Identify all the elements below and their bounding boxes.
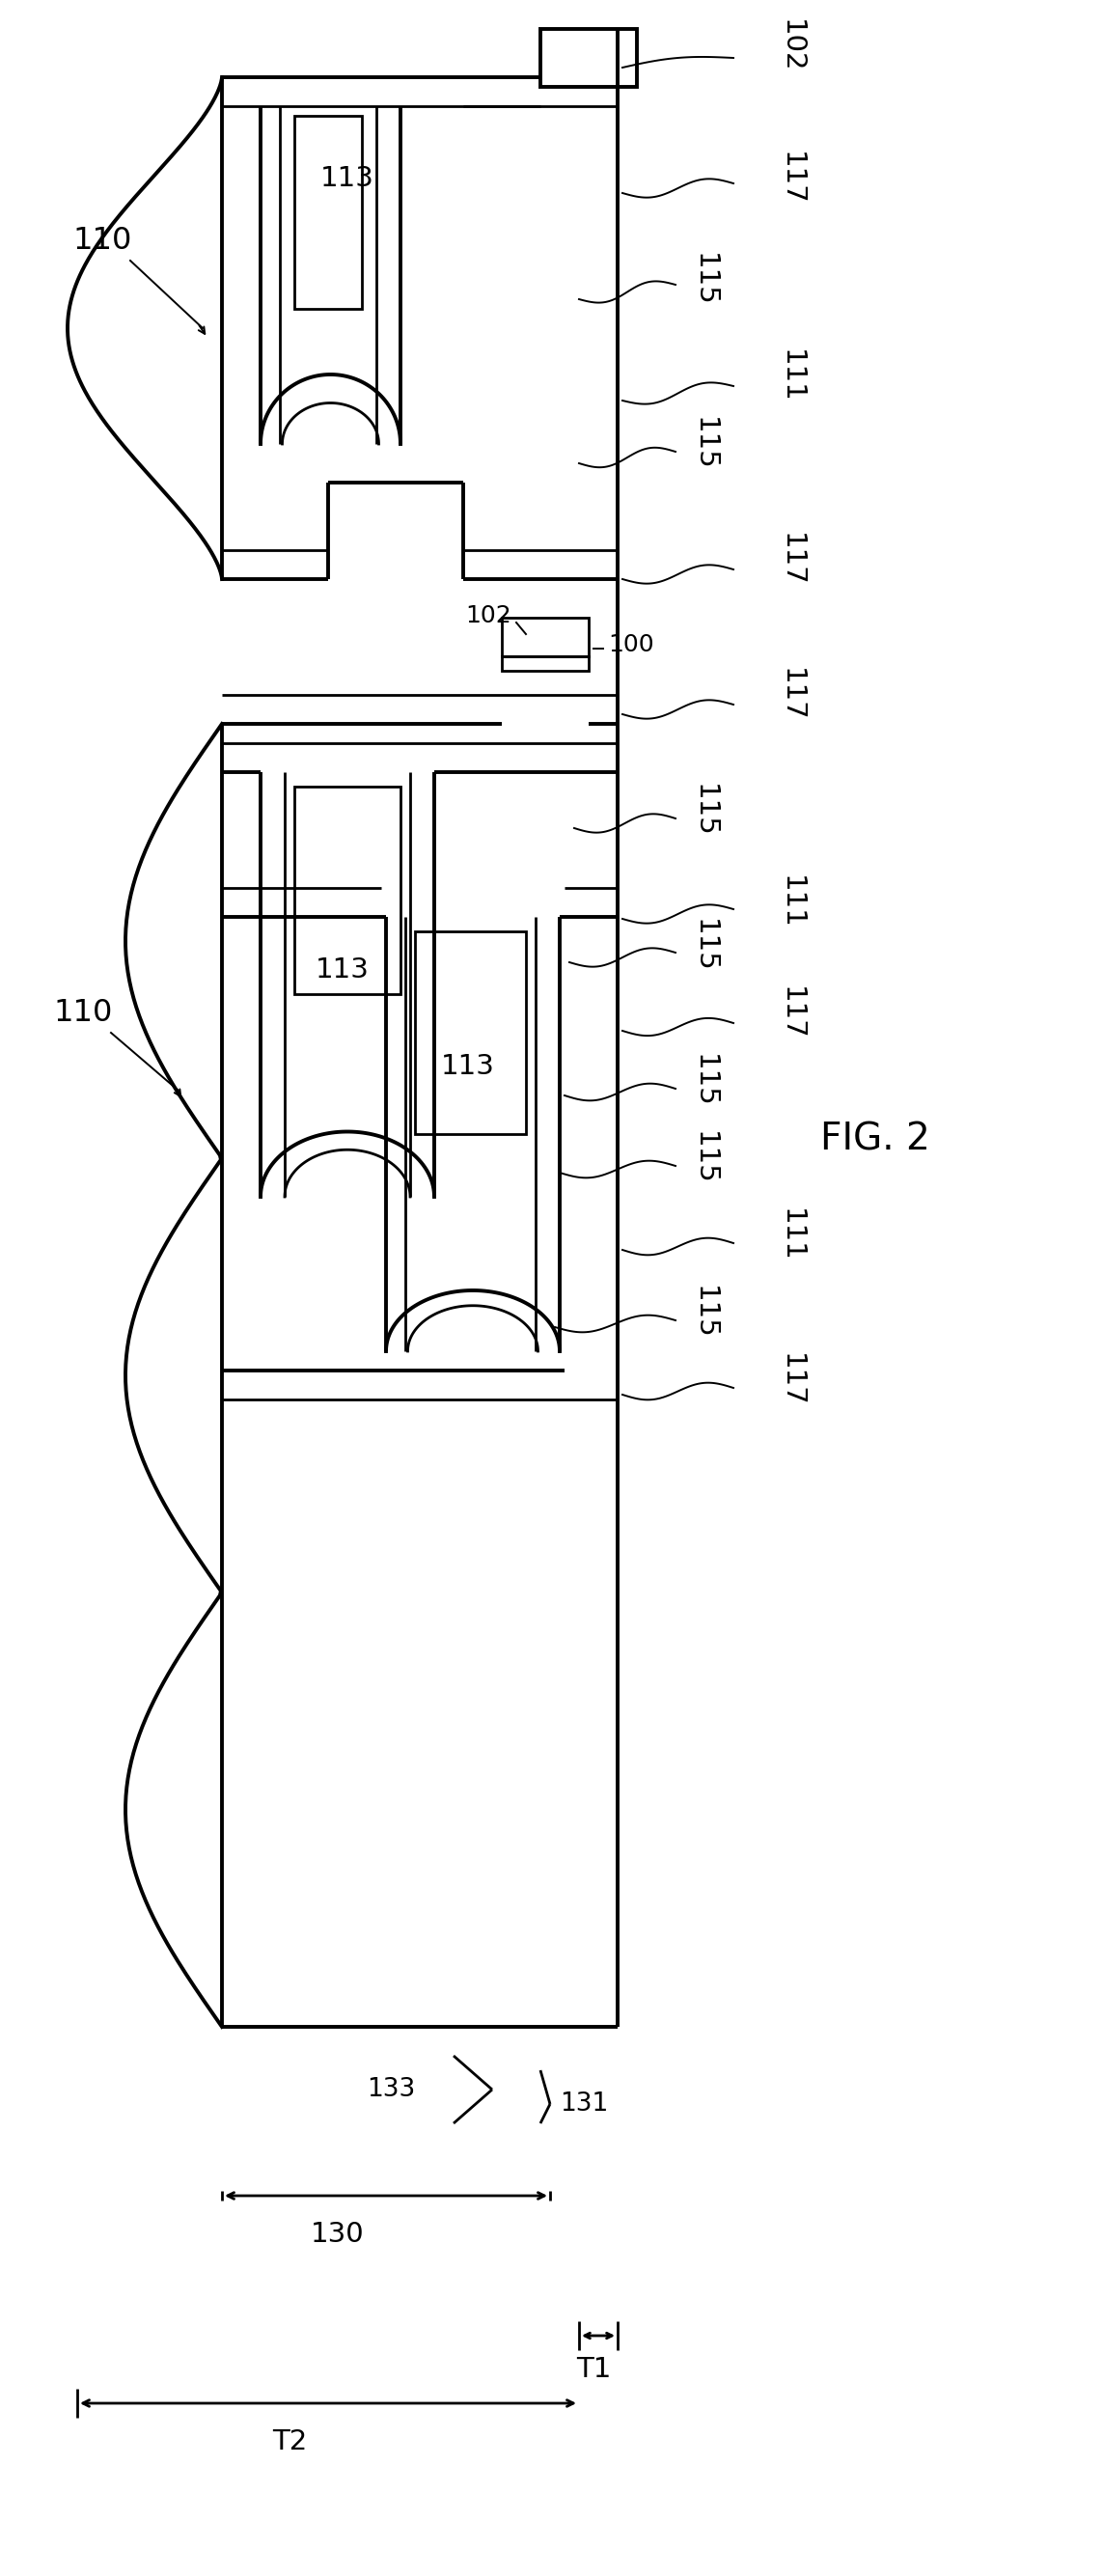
- Text: T1: T1: [576, 2357, 611, 2383]
- Bar: [295, 116, 362, 309]
- Bar: [295, 786, 400, 994]
- Text: 111: 111: [778, 350, 805, 404]
- Text: 115: 115: [690, 1285, 718, 1340]
- Bar: [540, 28, 636, 88]
- Text: 102: 102: [778, 21, 805, 72]
- Text: 113: 113: [441, 1054, 495, 1079]
- Text: 130: 130: [311, 2221, 365, 2249]
- Text: 102: 102: [465, 605, 512, 629]
- Text: 117: 117: [778, 1352, 805, 1406]
- Text: 117: 117: [778, 987, 805, 1041]
- Bar: [502, 618, 589, 657]
- Text: 115: 115: [690, 417, 718, 471]
- Text: 111: 111: [778, 1208, 805, 1262]
- Text: 131: 131: [559, 2092, 608, 2117]
- Text: 117: 117: [778, 152, 805, 206]
- Text: 117: 117: [778, 667, 805, 721]
- Text: T2: T2: [272, 2429, 307, 2455]
- Text: 113: 113: [321, 165, 374, 193]
- Text: 115: 115: [690, 783, 718, 837]
- Text: 115: 115: [690, 252, 718, 307]
- Text: 115: 115: [690, 920, 718, 974]
- Text: 133: 133: [366, 2076, 415, 2102]
- Text: 110: 110: [73, 227, 131, 255]
- Bar: [502, 657, 589, 670]
- Text: 100: 100: [608, 634, 654, 657]
- Text: 111: 111: [778, 876, 805, 930]
- Text: 110: 110: [53, 999, 113, 1028]
- Text: 113: 113: [315, 956, 370, 984]
- Text: 115: 115: [690, 1054, 718, 1108]
- Text: 115: 115: [690, 1131, 718, 1185]
- Text: FIG. 2: FIG. 2: [821, 1121, 930, 1157]
- Bar: [415, 933, 526, 1133]
- Text: 117: 117: [778, 533, 805, 587]
